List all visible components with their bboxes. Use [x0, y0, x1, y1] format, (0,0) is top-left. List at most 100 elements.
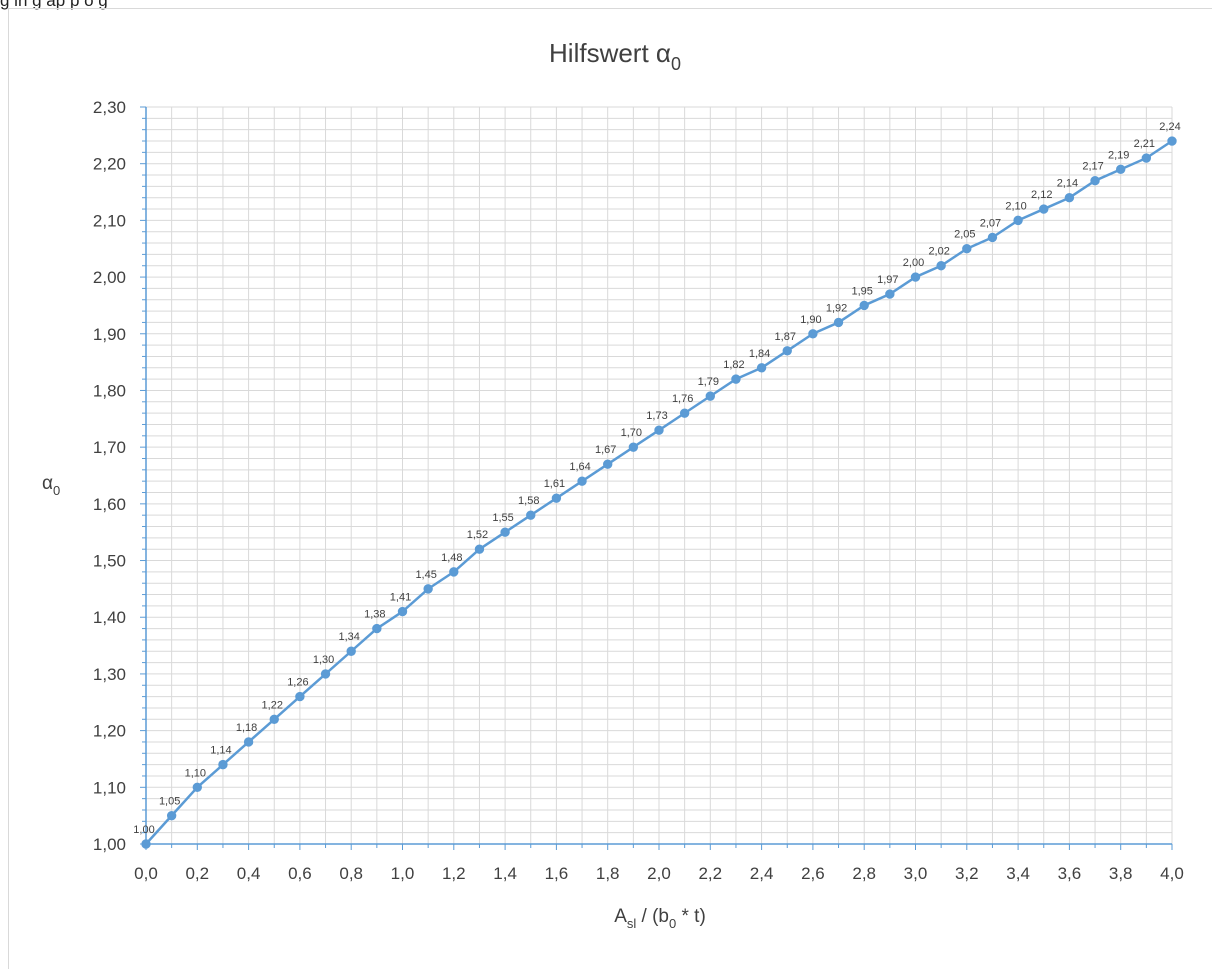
x-tick-label: 0,8 [339, 864, 363, 883]
x-tick-label: 2,6 [801, 864, 825, 883]
data-point [474, 544, 485, 554]
data-label: 2,12 [1031, 189, 1052, 201]
x-axis-title-mid: / (b [636, 906, 669, 927]
data-label: 1,92 [826, 302, 847, 314]
x-tick-label: 1,2 [442, 864, 466, 883]
data-label: 2,00 [903, 257, 924, 269]
x-tick-label: 3,8 [1109, 864, 1133, 883]
y-axis-title-subscript: 0 [53, 483, 60, 498]
data-label: 1,55 [492, 512, 513, 524]
series [141, 136, 1177, 849]
data-label: 1,45 [415, 569, 436, 581]
data-point [295, 691, 305, 702]
data-point [269, 714, 279, 724]
y-axis-title: α0 [42, 473, 60, 498]
data-label: 1,22 [262, 699, 283, 711]
data-point [1141, 153, 1152, 163]
data-point [449, 567, 459, 577]
data-label: 2,19 [1108, 149, 1129, 161]
data-label: 1,73 [646, 410, 667, 422]
data-label: 1,18 [236, 722, 257, 734]
data-point [320, 669, 331, 679]
data-point [962, 244, 972, 254]
data-label: 1,58 [518, 495, 539, 507]
data-label: 1,34 [338, 631, 359, 643]
data-label: 1,38 [364, 609, 385, 621]
data-point [654, 425, 664, 435]
x-tick-label: 0,2 [185, 864, 209, 883]
y-tick-label: 2,30 [93, 98, 126, 117]
chart-title-subscript: 0 [671, 54, 681, 74]
data-label: 1,95 [851, 285, 872, 297]
data-label: 1,97 [877, 274, 898, 286]
data-label: 1,30 [313, 654, 334, 666]
x-tick-label: 0,4 [237, 864, 261, 883]
x-tick-label: 3,4 [1006, 864, 1030, 883]
data-point [885, 289, 895, 299]
data-label: 2,14 [1057, 178, 1078, 190]
chart-title: Hilfswert α0 [549, 38, 681, 74]
x-tick-label: 1,0 [391, 864, 415, 883]
x-tick-label: 1,8 [596, 864, 620, 883]
data-point [859, 300, 869, 311]
y-tick-label: 1,30 [93, 665, 126, 684]
data-point [397, 606, 408, 617]
x-tick-label: 2,0 [647, 864, 671, 883]
data-labels: 1,00 1,05 1,10 1,14 1,18 1,22 1,26 1,30 1,34 1,38… [133, 121, 1180, 836]
y-tick-label: 1,40 [93, 608, 126, 627]
y-tick-label: 1,60 [93, 495, 126, 514]
data-label: 1,90 [800, 314, 821, 326]
data-point [808, 329, 818, 339]
data-label: 1,41 [390, 592, 411, 604]
x-tick-label: 2,8 [852, 864, 876, 883]
data-label: 1,84 [749, 348, 770, 360]
data-point [1116, 164, 1126, 175]
data-label: 1,87 [775, 331, 796, 343]
data-point [551, 493, 562, 503]
data-point [628, 442, 639, 452]
data-point [243, 737, 254, 747]
data-label: 1,64 [569, 461, 590, 473]
y-tick-label: 2,10 [93, 211, 126, 230]
y-tick-label: 1,70 [93, 438, 126, 457]
data-label: 2,02 [928, 246, 949, 258]
data-point [1013, 215, 1023, 226]
data-label: 1,52 [467, 529, 488, 541]
data-label: 1,76 [672, 393, 693, 405]
data-label: 1,67 [595, 444, 616, 456]
data-point [782, 346, 792, 356]
data-label: 1,10 [185, 767, 206, 779]
y-tick-label: 1,10 [93, 778, 126, 797]
x-axis-title-sub1: sl [627, 916, 637, 931]
cropped-text-fragment: g in g ap p o g [0, 0, 108, 10]
data-point [1064, 193, 1075, 203]
data-point [987, 232, 998, 243]
data-point [166, 810, 177, 821]
y-tick-label: 1,80 [93, 381, 126, 400]
x-axis-title-end: * t) [676, 906, 706, 927]
y-tick-label: 1,20 [93, 722, 126, 741]
data-label: 1,05 [159, 796, 180, 808]
x-tick-label: 0,0 [134, 864, 158, 883]
x-tick-label: 4,0 [1160, 864, 1184, 883]
data-label: 1,82 [723, 359, 744, 371]
axes: 1,00 1,10 1,20 1,30 1,40 1,50 1,60 1,70 1,80 1,90… [93, 98, 1184, 883]
data-point [218, 759, 228, 770]
data-point [679, 408, 690, 418]
data-label: 2,10 [1005, 200, 1026, 212]
y-tick-label: 1,00 [93, 835, 126, 854]
x-tick-label: 3,6 [1058, 864, 1082, 883]
x-axis-title: Asl / (b0 * t) [614, 906, 706, 931]
data-point [731, 374, 741, 384]
data-point [833, 317, 844, 328]
data-label: 2,24 [1159, 121, 1180, 133]
data-point [756, 363, 767, 373]
x-tick-label: 1,4 [493, 864, 517, 883]
data-point [577, 476, 587, 486]
data-point [423, 584, 433, 594]
data-label: 1,70 [621, 427, 642, 439]
data-label: 1,14 [210, 745, 231, 757]
data-point [1090, 176, 1100, 186]
data-label: 2,17 [1082, 161, 1103, 173]
